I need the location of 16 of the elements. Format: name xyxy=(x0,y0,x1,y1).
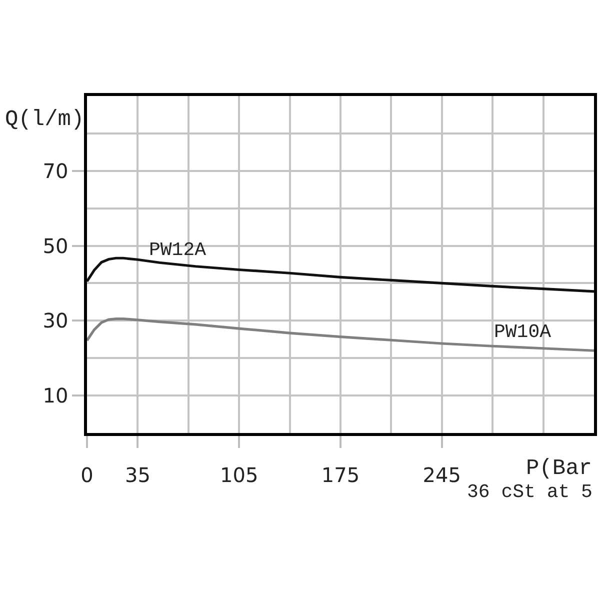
text: 36 cSt at 5 xyxy=(467,481,592,503)
y-tick-label: 70 xyxy=(42,158,68,183)
series-label: PW10A xyxy=(494,321,552,343)
y-axis-title: Q(l/m) xyxy=(5,107,84,132)
line-series xyxy=(87,317,594,352)
x-tick-label: 0 xyxy=(80,462,94,487)
x-tick-label: 245 xyxy=(422,462,461,487)
y-tick-label: 50 xyxy=(42,234,68,258)
x-tick-label: 35 xyxy=(124,462,150,487)
line-series xyxy=(87,256,594,293)
y-tick-label: 10 xyxy=(42,384,68,408)
series-label: PW12A xyxy=(149,239,207,261)
x-axis-title: P(Bar xyxy=(526,456,592,481)
y-tick-label: 30 xyxy=(42,308,68,333)
x-tick-label: 175 xyxy=(321,462,360,487)
x-tick-label: 105 xyxy=(220,462,258,487)
